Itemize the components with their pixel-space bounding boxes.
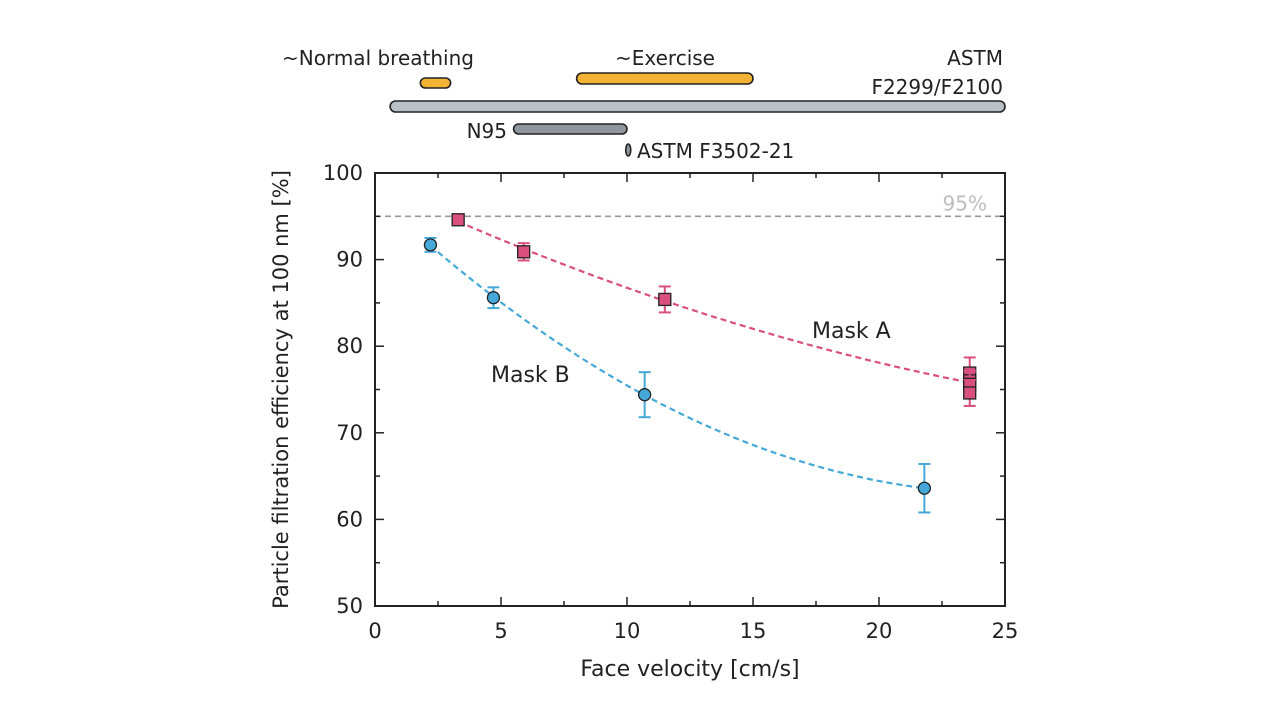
x-tick-label: 15 [740, 619, 767, 643]
range-bar-n95 [512, 123, 628, 135]
mask-b-data-point [486, 291, 501, 305]
y-tick-label: 80 [336, 334, 363, 358]
range-bar-exercise [575, 72, 754, 85]
mask-b-data-point [423, 238, 438, 252]
x-tick-label: 10 [614, 619, 641, 643]
velocity-ranges: ~Normal breathing ~Exercise ASTM F2299/F210… [282, 46, 1006, 163]
plot-area: 95% 0 5 10 15 20 25 50 60 70 80 90 100 Face velocity … [269, 161, 1018, 682]
y-tick-label: 90 [336, 248, 363, 272]
mask-a-data-point [517, 245, 531, 259]
y-tick-label: 70 [336, 421, 363, 445]
mask-b-data-point [637, 388, 652, 402]
y-tick-label: 100 [323, 161, 363, 185]
mask-b-data-point [917, 481, 932, 495]
x-tick-label: 20 [866, 619, 893, 643]
mask-b-fit-line [429, 244, 925, 490]
range-label-astm-f2299-f2100: F2299/F2100 [871, 75, 1003, 99]
x-tick-label: 0 [368, 619, 381, 643]
plot-frame [374, 172, 1006, 607]
reference-line-label: 95% [943, 191, 987, 215]
annotation-mask-b: Mask B [491, 363, 570, 388]
x-axis-label: Face velocity [cm/s] [580, 657, 799, 682]
range-label-normal-breathing: ~Normal breathing [282, 46, 474, 70]
mask-a-data-point [963, 386, 977, 400]
range-label-astm-f2299-f2100: ASTM [947, 46, 1003, 70]
y-axis-label: Particle filtration efficiency at 100 nm… [269, 170, 293, 609]
x-tick-label: 25 [992, 619, 1019, 643]
range-label-exercise: ~Exercise [615, 46, 715, 70]
range-label-n95: N95 [467, 119, 507, 143]
range-bar-normal-breathing [419, 77, 452, 89]
annotation-mask-a: Mask A [812, 319, 891, 344]
x-tick-label: 5 [494, 619, 507, 643]
range-label-astm-f3502-21: ASTM F3502-21 [637, 139, 794, 163]
y-tick-label: 50 [336, 594, 363, 618]
mask-a-fit-line [457, 220, 970, 384]
mask-a-data-point [451, 213, 465, 227]
mask-a-data-point [658, 292, 672, 307]
range-bar-astm-f2299-f2100 [389, 100, 1006, 113]
y-tick-label: 60 [336, 507, 363, 531]
range-bar-astm-f3502-21 [624, 143, 632, 157]
